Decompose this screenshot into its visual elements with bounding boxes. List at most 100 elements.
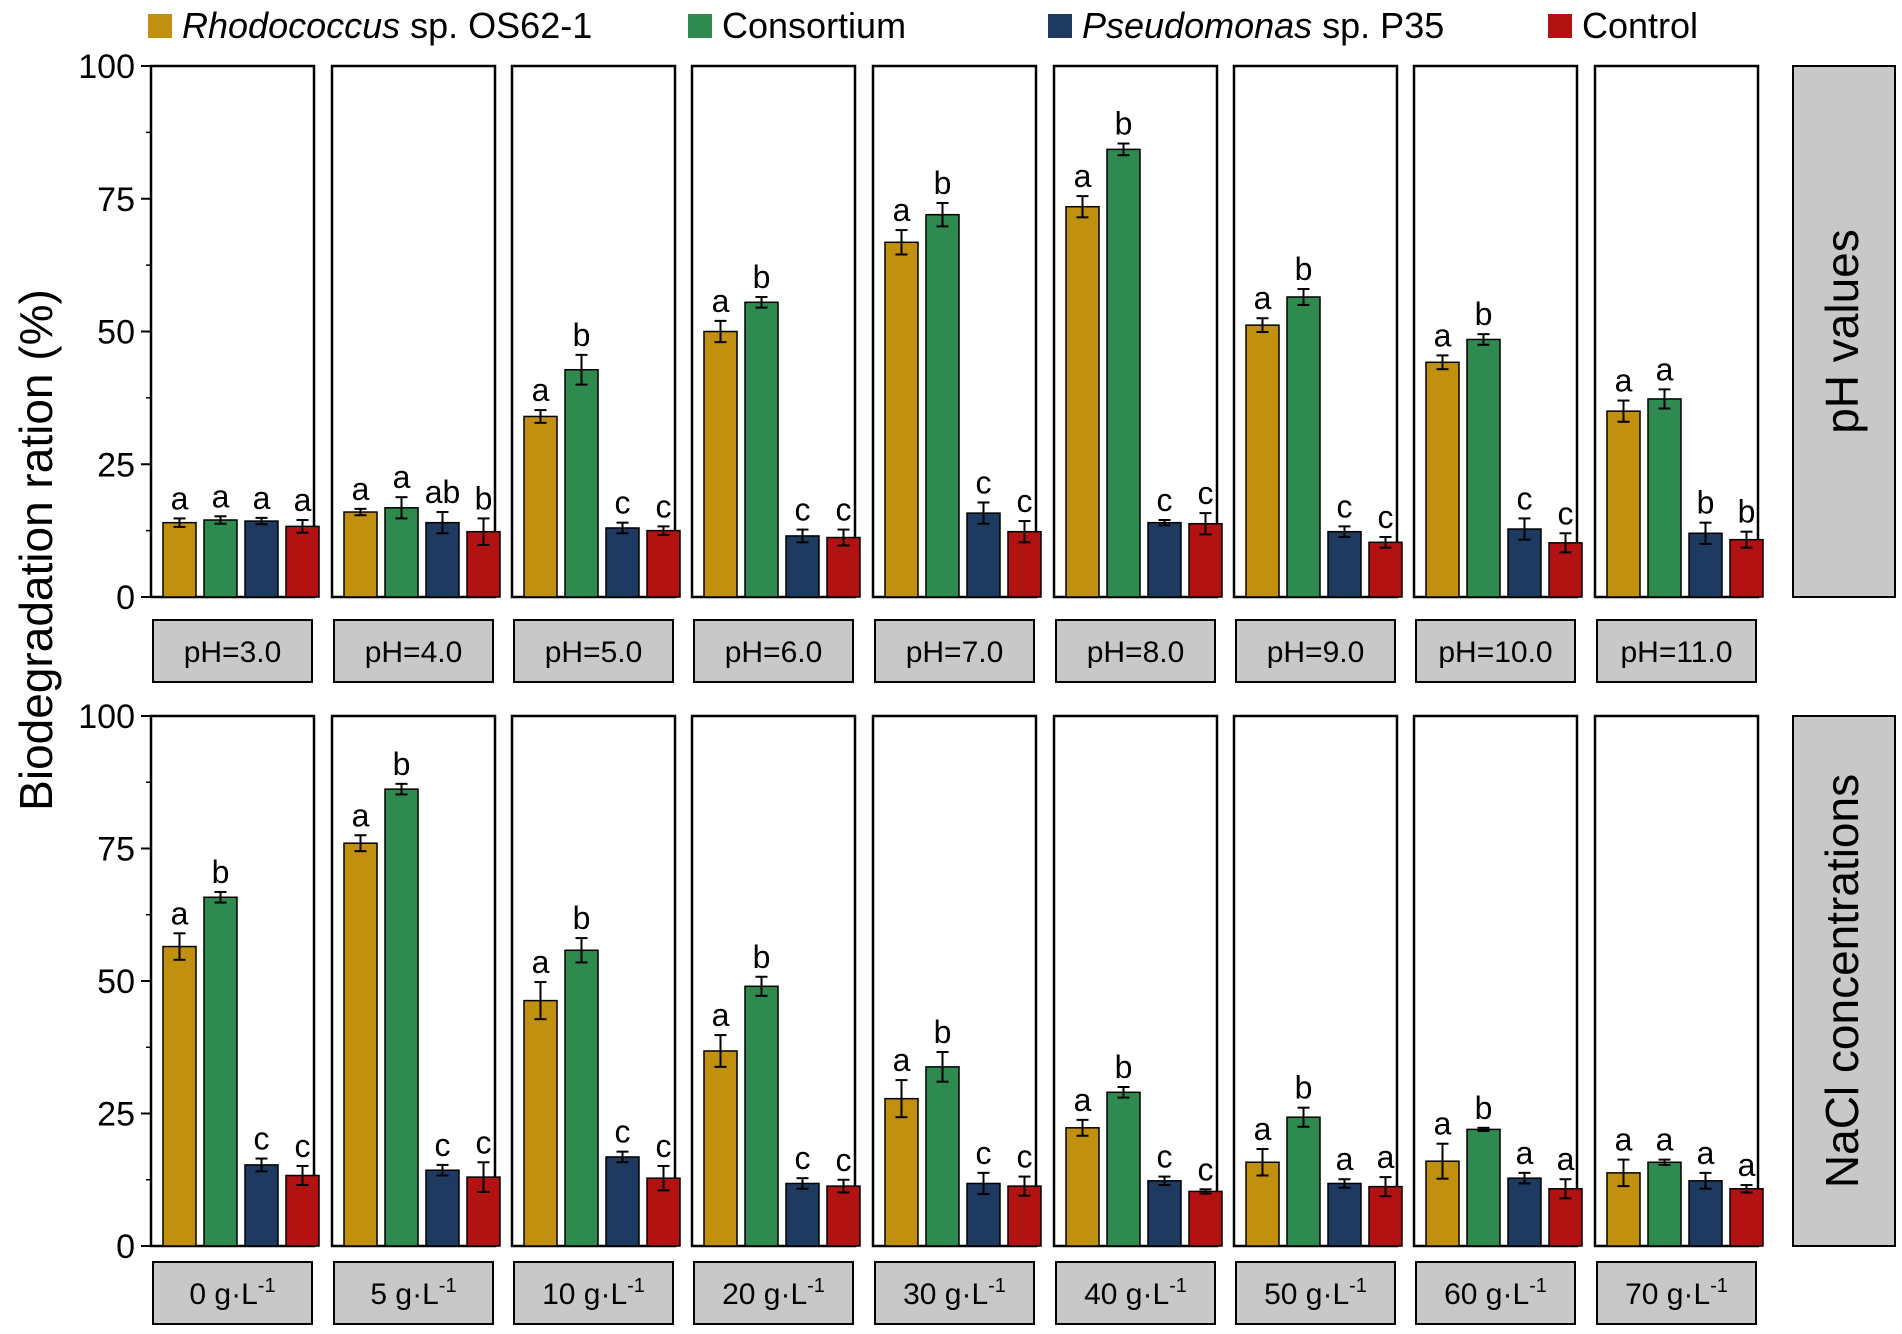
panel-label-main: 5 g·L [370,1278,438,1311]
significance-letter: c [656,1128,672,1164]
error-bar [1158,519,1171,527]
bar [523,415,558,598]
significance-letter: b [1115,1049,1133,1085]
significance-letter: c [836,1142,852,1178]
significance-letter: a [212,478,230,514]
significance-letter: c [795,1140,811,1176]
significance-letter: a [1434,317,1452,353]
error-bar [755,295,768,309]
panel-label-main: 40 g·L [1084,1278,1169,1311]
panel-label: pH=7.0 [874,619,1035,683]
bar [162,945,197,1247]
panel-label-text: 70 g·L-1 [1625,1275,1728,1311]
panel-label: pH=8.0 [1055,619,1216,683]
panel-label-sup: -1 [1349,1275,1367,1297]
significance-letter: a [1697,1135,1715,1171]
error-bar [1436,354,1449,371]
legend-item: Consortium [688,5,906,46]
panel-label-box [1235,1261,1396,1325]
panel-label-sup: -1 [1529,1275,1547,1297]
panel-label-text: pH=3.0 [184,636,282,669]
error-bar [534,409,547,424]
significance-letter: a [1557,1141,1575,1177]
bar [1327,530,1362,598]
y-tick-label: 50 [97,314,135,352]
panel-label: pH=9.0 [1235,619,1396,683]
y-tick-label: 0 [116,579,135,617]
panel-label-sup: -1 [1169,1275,1187,1297]
error-bar [214,515,227,525]
panel-label: 20 g·L-1 [693,1261,854,1325]
panel-label-box [1235,619,1396,683]
panel-label: pH=4.0 [333,619,494,683]
bar [244,1164,279,1247]
error-bar [1658,1158,1671,1166]
error-bar [1559,1178,1572,1200]
bar [1425,361,1460,598]
significance-letter: c [476,1124,492,1160]
bar [343,511,378,598]
significance-letter: b [1295,251,1313,287]
panel-label-main: 20 g·L [722,1278,807,1311]
significance-letter: b [934,165,952,201]
bar [826,1185,861,1247]
error-bar [977,1171,990,1196]
significance-letter: c [1198,1151,1214,1187]
error-bar [173,517,186,528]
error-bar [895,229,908,256]
significance-letter: b [1295,1070,1313,1106]
significance-letter: a [1656,351,1674,387]
significance-letter: a [712,997,730,1033]
error-bar [1617,1158,1630,1188]
panel-label-box [152,619,313,683]
significance-letter: b [934,1014,952,1050]
significance-letter: a [532,944,550,980]
panel-label-box [333,619,494,683]
bar [564,368,599,598]
panel-label: pH=10.0 [1415,619,1576,683]
bar [203,896,238,1247]
significance-letter: a [352,471,370,507]
bar [1286,296,1321,598]
significance-letter: c [615,1114,631,1150]
bar [744,985,779,1247]
bar [1466,1128,1501,1247]
significance-letter: c [795,492,811,528]
row-title: pH values [1792,65,1896,598]
y-axis: 0 25 50 75 100 [78,698,151,1266]
significance-letter: a [1074,158,1092,194]
panel-label-text: pH=6.0 [725,636,823,669]
significance-letter: b [475,480,493,516]
panel-label-main: 30 g·L [903,1278,988,1311]
bar [884,1097,919,1247]
error-bar [173,932,186,961]
panel-label-main: 70 g·L [1625,1278,1710,1311]
significance-letter: a [1615,363,1633,399]
panel-label-sup: -1 [988,1275,1006,1297]
significance-letter: a [1074,1082,1092,1118]
panel-label-sup: -1 [439,1275,457,1297]
significance-letter: a [352,797,370,833]
error-bar [1338,1178,1351,1189]
significance-letter: c [1198,475,1214,511]
panel-label-box [1055,619,1216,683]
bar [1188,1190,1223,1247]
error-bar [796,528,809,544]
panel-label-box [693,1261,854,1325]
significance-letter: a [294,482,312,518]
panel-label: 40 g·L-1 [1055,1261,1216,1325]
legend-label-text: sp. P35 [1312,5,1444,46]
error-bar [477,517,490,546]
error-bar [1740,530,1753,549]
y-tick-label: 25 [97,1096,135,1134]
significance-letter: c [656,488,672,524]
bar [646,1177,681,1247]
bar [925,213,960,598]
